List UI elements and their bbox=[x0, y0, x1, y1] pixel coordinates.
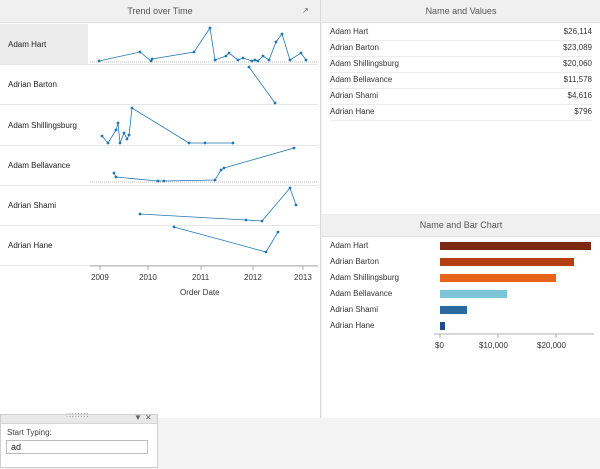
bar-row[interactable]: Adrian Hane bbox=[330, 318, 592, 334]
filter-label: Start Typing: bbox=[7, 428, 52, 437]
dropdown-arrow-icon[interactable]: ▼ bbox=[134, 413, 142, 422]
filter-handle[interactable]: :::::::: ▼ ✕ bbox=[1, 412, 157, 424]
trend-name-1[interactable]: Adam Hart bbox=[8, 40, 47, 49]
filter-input[interactable]: ad bbox=[6, 440, 148, 454]
bar-panel-title: Name and Bar Chart bbox=[322, 214, 600, 237]
bar-axis bbox=[434, 333, 594, 338]
row-separator bbox=[0, 185, 318, 186]
bar-tick-20000: $20,000 bbox=[537, 341, 566, 350]
sparkline-adam-shillingsburg bbox=[101, 107, 233, 144]
sparkline-adrian-hane bbox=[173, 226, 279, 253]
value-row[interactable]: Adam Bellavance $11,578 bbox=[330, 72, 592, 89]
trend-name-4[interactable]: Adam Bellavance bbox=[8, 161, 71, 170]
value-row-value: $23,089 bbox=[563, 43, 592, 52]
value-row-value: $796 bbox=[574, 107, 592, 116]
popout-icon[interactable]: ↗ bbox=[302, 6, 309, 15]
value-row-value: $11,578 bbox=[563, 75, 592, 84]
bar-panel: Name and Bar Chart Adam Hart Adrian Barto… bbox=[322, 214, 600, 418]
bar-title-text: Name and Bar Chart bbox=[419, 220, 503, 230]
value-row-name: Adam Shillingsburg bbox=[330, 59, 399, 68]
x-tick-2011: 2011 bbox=[192, 273, 210, 282]
bar-mark[interactable] bbox=[440, 322, 445, 330]
close-icon[interactable]: ✕ bbox=[145, 413, 152, 422]
bar-tick-10000: $10,000 bbox=[479, 341, 508, 350]
grip-icon[interactable]: :::::::: bbox=[66, 412, 90, 419]
row-separator bbox=[0, 265, 318, 266]
value-row[interactable]: Adam Shillingsburg $20,060 bbox=[330, 56, 592, 73]
bar-label: Adam Hart bbox=[330, 241, 369, 250]
bar-row[interactable]: Adam Shillingsburg bbox=[330, 270, 592, 286]
values-title-text: Name and Values bbox=[425, 6, 497, 16]
value-row-value: $26,114 bbox=[563, 27, 592, 36]
bar-mark[interactable] bbox=[440, 258, 574, 266]
quick-filter: :::::::: ▼ ✕ Start Typing: ad bbox=[0, 412, 158, 468]
value-row-name: Adrian Shami bbox=[330, 91, 379, 100]
bar-label: Adrian Shami bbox=[330, 305, 379, 314]
trend-name-6[interactable]: Adrian Hane bbox=[8, 241, 53, 250]
x-tick-2013: 2013 bbox=[294, 273, 312, 282]
highlight-row bbox=[0, 24, 88, 64]
x-axis-label: Order Date bbox=[180, 288, 220, 297]
value-row-name: Adrian Hane bbox=[330, 107, 375, 116]
bar-mark[interactable] bbox=[440, 290, 508, 298]
row-separator bbox=[0, 145, 318, 146]
bar-tick-0: $0 bbox=[435, 341, 444, 350]
sparkline-adrian-shami bbox=[139, 187, 297, 222]
value-row[interactable]: Adam Hart $26,114 bbox=[330, 24, 592, 41]
row-separator bbox=[0, 225, 318, 226]
sparkline-adam-hart bbox=[98, 26, 307, 62]
value-row-name: Adam Hart bbox=[330, 27, 369, 36]
sparkline-chart bbox=[90, 26, 318, 270]
values-panel-title: Name and Values bbox=[322, 0, 600, 23]
trend-panel-title: Trend over Time bbox=[0, 0, 320, 23]
trend-title-text: Trend over Time bbox=[127, 6, 193, 16]
value-row[interactable]: Adrian Hane $796 bbox=[330, 104, 592, 121]
value-row-name: Adrian Barton bbox=[330, 43, 379, 52]
value-row-value: $4,616 bbox=[567, 91, 592, 100]
sparkline-adam-bellavance bbox=[113, 147, 295, 182]
x-tick-2012: 2012 bbox=[244, 273, 262, 282]
trend-name-3[interactable]: Adam Shillingsburg bbox=[8, 121, 77, 130]
x-tick-2009: 2009 bbox=[91, 273, 109, 282]
bar-mark[interactable] bbox=[440, 274, 557, 282]
row-separator bbox=[0, 64, 318, 65]
row-separator bbox=[0, 104, 318, 105]
value-row-name: Adam Bellavance bbox=[330, 75, 393, 84]
bar-label: Adrian Hane bbox=[330, 321, 375, 330]
bar-label: Adrian Barton bbox=[330, 257, 379, 266]
bar-row[interactable]: Adam Bellavance bbox=[330, 286, 592, 302]
value-row-value: $20,060 bbox=[563, 59, 592, 68]
values-panel: Name and Values Adam Hart $26,114 Adrian … bbox=[322, 0, 600, 218]
value-row[interactable]: Adrian Shami $4,616 bbox=[330, 88, 592, 105]
bar-row[interactable]: Adam Hart bbox=[330, 238, 592, 254]
trend-name-5[interactable]: Adrian Shami bbox=[8, 201, 57, 210]
bar-label: Adam Bellavance bbox=[330, 289, 393, 298]
trend-panel: Trend over Time ↗ Adam Hart Adrian Barto… bbox=[0, 0, 321, 418]
bar-row[interactable]: Adrian Barton bbox=[330, 254, 592, 270]
bar-label: Adam Shillingsburg bbox=[330, 273, 399, 282]
sparkline-adrian-barton bbox=[248, 66, 276, 104]
bar-mark[interactable] bbox=[440, 306, 467, 314]
x-tick-2010: 2010 bbox=[139, 273, 157, 282]
bar-row[interactable]: Adrian Shami bbox=[330, 302, 592, 318]
value-row[interactable]: Adrian Barton $23,089 bbox=[330, 40, 592, 57]
trend-name-2[interactable]: Adrian Barton bbox=[8, 80, 57, 89]
bar-mark[interactable] bbox=[440, 242, 592, 250]
